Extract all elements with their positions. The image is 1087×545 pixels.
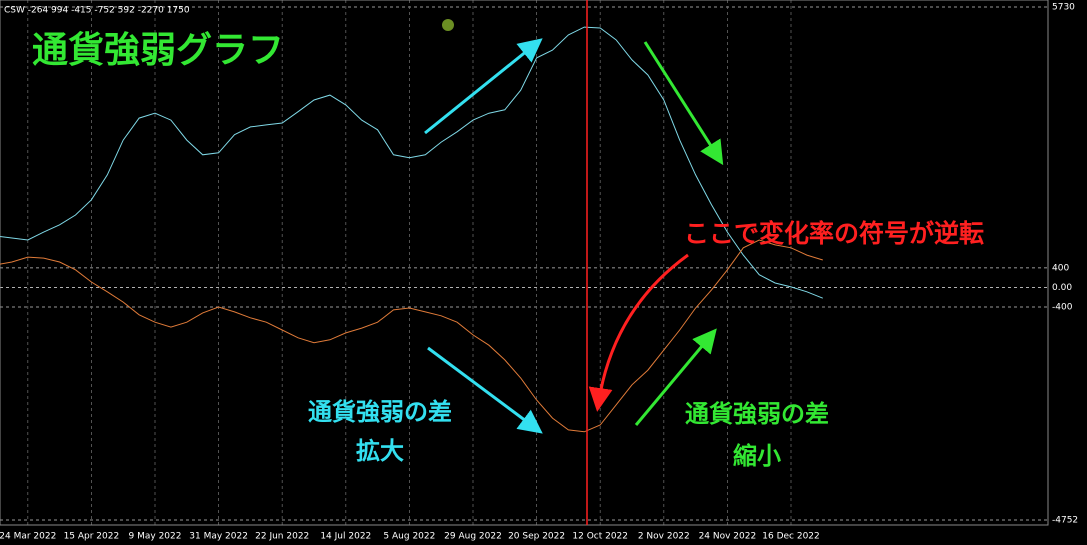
x-tick-label: 9 May 2022: [129, 532, 182, 542]
x-tick-label: 24 Mar 2022: [0, 532, 56, 542]
x-tick-label: 16 Dec 2022: [762, 532, 820, 542]
arrow: [634, 328, 717, 426]
y-tick-label: -400: [1052, 303, 1073, 313]
arrow: [588, 253, 689, 412]
annotation: 拡大: [356, 437, 404, 465]
x-tick-label: 15 Apr 2022: [64, 532, 120, 542]
annotation: 通貨強弱の差: [685, 400, 829, 428]
annotation: 縮小: [733, 442, 781, 470]
series-line: [0, 26, 823, 299]
x-tick-label: 2 Nov 2022: [638, 532, 690, 542]
x-tick-label: 24 Nov 2022: [699, 532, 757, 542]
y-tick-label: 5730: [1052, 3, 1075, 13]
x-tick-label: 29 Aug 2022: [444, 532, 502, 542]
x-tick-label: 14 Jul 2022: [320, 532, 371, 542]
y-tick-label: -4752: [1052, 516, 1078, 526]
x-tick-label: 22 Jun 2022: [255, 532, 309, 542]
arrow: [427, 346, 543, 434]
x-tick-label: 5 Aug 2022: [383, 532, 435, 542]
annotation: ここで変化率の符号が逆転: [684, 219, 984, 248]
x-tick-label: 31 May 2022: [189, 532, 248, 542]
indicator-label: CSW -264 994 -415 -752 592 -2270 1750: [4, 6, 190, 16]
y-tick-label: 0.00: [1052, 283, 1072, 293]
plot-frame: [0, 0, 1049, 526]
annotation: 通貨強弱の差: [308, 398, 452, 426]
grid: [0, 0, 1048, 525]
arrow: [643, 41, 724, 166]
lines: [0, 26, 823, 433]
status-dot: [442, 19, 454, 31]
series-line: [0, 239, 823, 433]
chart-title: 通貨強弱グラフ: [32, 30, 284, 71]
y-tick-label: 400: [1052, 263, 1069, 273]
x-tick-label: 12 Oct 2022: [572, 532, 628, 542]
x-tick-label: 20 Sep 2022: [508, 532, 565, 542]
arrow: [424, 38, 543, 135]
